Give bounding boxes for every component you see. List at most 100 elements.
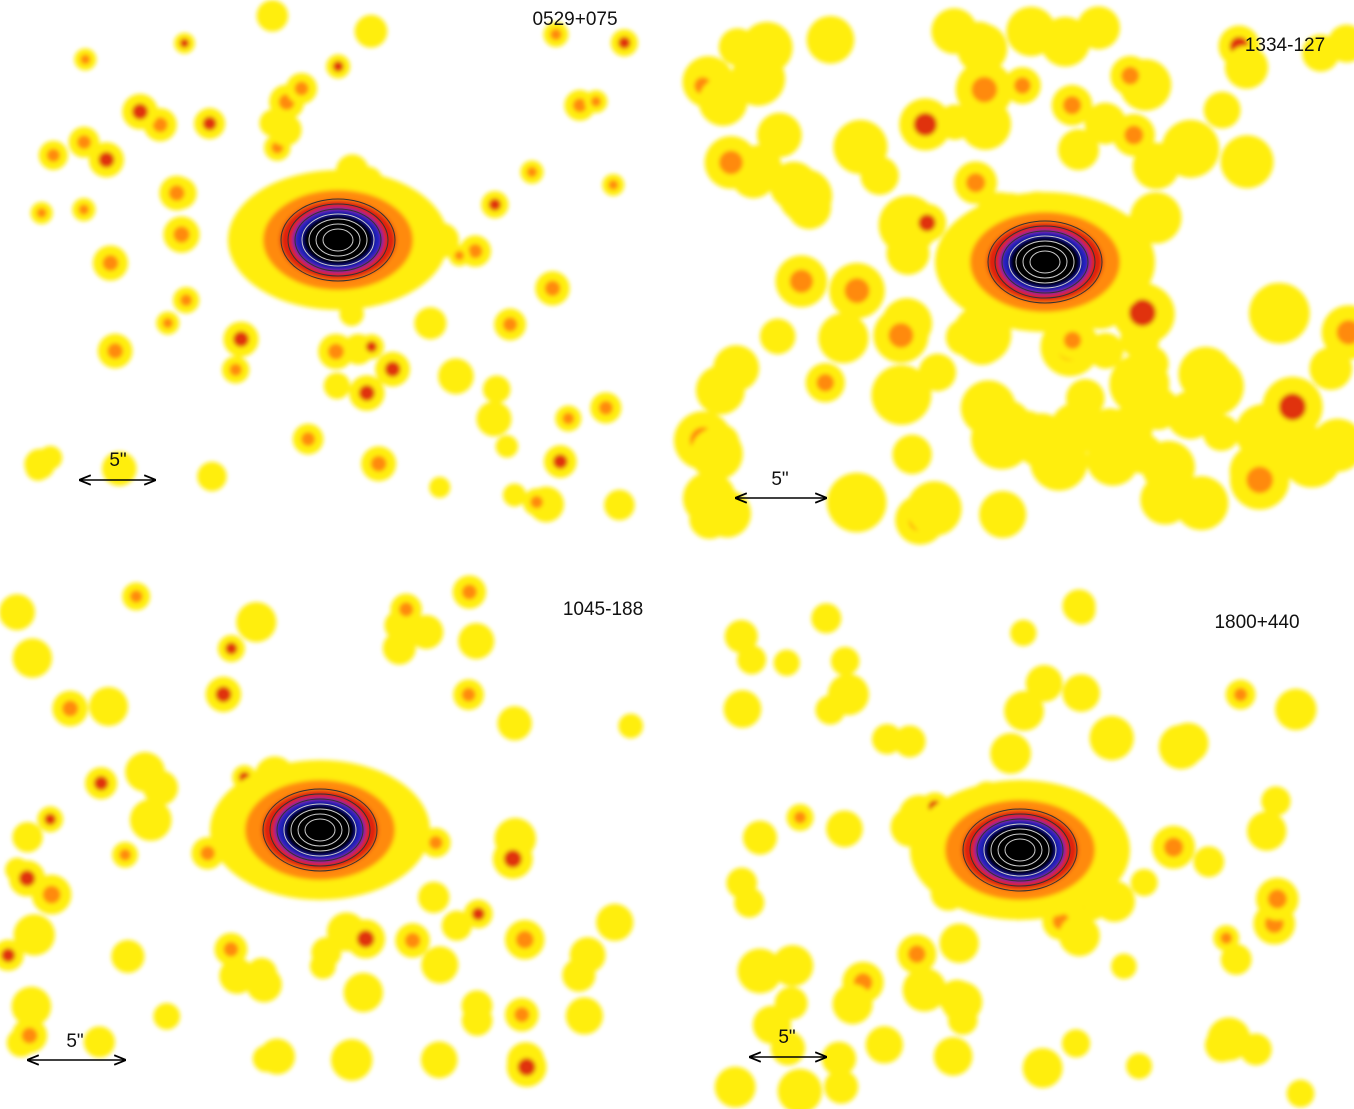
emission-core xyxy=(530,496,542,508)
emission-blob xyxy=(1030,433,1088,491)
emission-blob xyxy=(1221,135,1274,188)
emission-core xyxy=(132,104,148,120)
emission-core xyxy=(79,204,89,214)
emission-blob xyxy=(948,1005,978,1035)
scale-label: 5" xyxy=(66,1031,83,1052)
emission-blob xyxy=(701,424,739,462)
emission-core xyxy=(1,948,15,962)
emission-blob xyxy=(892,435,932,475)
emission-blob xyxy=(946,319,983,356)
emission-core xyxy=(1220,932,1232,944)
emission-core xyxy=(455,251,465,261)
emission-core xyxy=(366,341,377,352)
emission-blob xyxy=(324,373,350,399)
emission-core xyxy=(119,849,131,861)
emission-core xyxy=(719,151,743,175)
emission-core xyxy=(169,185,185,201)
emission-core xyxy=(225,642,237,654)
emission-blob xyxy=(438,358,474,394)
emission-blob xyxy=(1062,1029,1090,1057)
panel-label: 1045-188 xyxy=(563,599,643,620)
emission-blob xyxy=(39,446,63,470)
emission-core xyxy=(518,1058,536,1076)
scale-label: 5" xyxy=(778,1027,795,1048)
emission-blob xyxy=(1256,283,1295,322)
panel xyxy=(0,575,643,1087)
emission-core xyxy=(794,811,806,823)
emission-core xyxy=(550,29,561,40)
emission-core xyxy=(1234,688,1247,701)
emission-blob xyxy=(331,1039,373,1081)
emission-blob xyxy=(383,632,416,665)
emission-blob xyxy=(934,1037,973,1076)
emission-blob xyxy=(831,647,860,676)
emission-blob xyxy=(12,822,42,852)
emission-core xyxy=(527,167,537,177)
emission-blob xyxy=(1059,915,1100,956)
emission-blob xyxy=(421,946,458,983)
emission-blob xyxy=(724,690,762,728)
emission-core xyxy=(399,602,413,616)
emission-core xyxy=(599,401,613,415)
emission-core xyxy=(468,244,482,258)
emission-core xyxy=(966,173,985,192)
emission-blob xyxy=(1168,723,1209,764)
emission-core xyxy=(1268,889,1287,908)
emission-blob xyxy=(1010,620,1036,646)
emission-core xyxy=(514,1007,529,1022)
emission-core xyxy=(371,456,387,472)
emission-core xyxy=(591,96,601,106)
emission-blob xyxy=(961,380,1016,435)
emission-blob xyxy=(236,602,276,642)
emission-core xyxy=(1164,838,1183,857)
emission-core xyxy=(203,117,217,131)
emission-blob xyxy=(903,968,947,1012)
emission-blob xyxy=(826,810,863,847)
emission-core xyxy=(47,149,60,162)
emission-core xyxy=(98,152,114,168)
emission-blob xyxy=(259,110,286,137)
emission-blob xyxy=(1193,846,1224,877)
emission-core xyxy=(816,374,834,392)
emission-core xyxy=(62,701,78,717)
emission-core xyxy=(37,208,47,218)
emission-blob xyxy=(811,603,841,633)
emission-blob xyxy=(1090,716,1134,760)
emission-blob xyxy=(442,911,472,941)
emission-blob xyxy=(683,472,736,525)
emission-blob xyxy=(429,477,450,498)
emission-blob xyxy=(414,307,446,339)
emission-blob xyxy=(757,113,802,158)
panel-label: 1334-127 xyxy=(1245,35,1325,56)
emission-core xyxy=(503,317,517,331)
emission-blob xyxy=(418,882,449,913)
emission-blob xyxy=(596,904,633,941)
emission-blob xyxy=(778,1069,822,1109)
emission-blob xyxy=(257,0,289,32)
emission-core xyxy=(22,1028,38,1044)
emission-core xyxy=(918,214,935,231)
emission-core xyxy=(1279,393,1306,420)
emission-blob xyxy=(919,354,957,392)
emission-core xyxy=(173,226,189,242)
emission-blob xyxy=(937,105,972,140)
emission-core xyxy=(333,61,344,72)
emission-blob xyxy=(618,714,643,739)
emission-blob xyxy=(503,484,526,507)
emission-core xyxy=(405,933,421,949)
emission-blob xyxy=(990,733,1031,774)
emission-blob xyxy=(1123,434,1163,474)
emission-blob xyxy=(13,638,52,677)
emission-core xyxy=(43,886,61,904)
emission-blob xyxy=(931,8,977,54)
emission-core xyxy=(163,318,173,328)
panel xyxy=(24,0,638,522)
emission-blob xyxy=(696,366,745,415)
emission-blob xyxy=(1133,143,1180,190)
scale-label: 5" xyxy=(109,450,126,471)
emission-blob xyxy=(562,958,595,991)
emission-core xyxy=(504,850,522,868)
emission-blob xyxy=(743,821,777,855)
emission-blob xyxy=(1287,1080,1315,1108)
emission-blob xyxy=(979,491,1026,538)
